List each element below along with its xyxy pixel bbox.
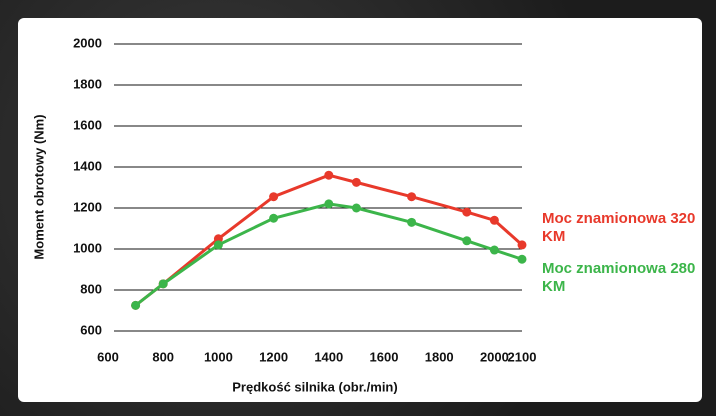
data-point bbox=[324, 199, 334, 209]
y-axis-title: Moment obrotowy (Nm) bbox=[31, 114, 46, 259]
data-point bbox=[407, 217, 417, 227]
legend-entry: Moc znamionowa 320 KM bbox=[542, 210, 696, 245]
x-tick-label: 2100 bbox=[508, 349, 537, 364]
x-tick-label: 800 bbox=[152, 349, 174, 364]
y-tick-label: 2000 bbox=[73, 35, 102, 50]
x-tick-label: 600 bbox=[97, 349, 119, 364]
data-point bbox=[324, 170, 334, 180]
x-axis-title: Prędkość silnika (obr./min) bbox=[232, 379, 397, 394]
data-point bbox=[462, 207, 472, 217]
x-tick-label: 1200 bbox=[259, 349, 288, 364]
data-point bbox=[462, 236, 472, 246]
data-point bbox=[269, 213, 279, 223]
data-point bbox=[489, 245, 499, 255]
y-tick-label: 1200 bbox=[73, 199, 102, 214]
y-tick-label: 1400 bbox=[73, 158, 102, 173]
data-point bbox=[517, 240, 527, 250]
x-tick-label: 1000 bbox=[204, 349, 233, 364]
y-tick-label: 800 bbox=[80, 281, 102, 296]
legend-entry: Moc znamionowa 280 KM bbox=[542, 260, 696, 295]
data-point bbox=[131, 300, 141, 310]
y-tick-label: 1800 bbox=[73, 76, 102, 91]
series-line bbox=[134, 173, 523, 307]
data-point bbox=[407, 192, 417, 202]
x-tick-label: 2000 bbox=[480, 349, 509, 364]
y-tick-label: 1600 bbox=[73, 117, 102, 132]
data-point bbox=[158, 279, 168, 289]
data-point bbox=[351, 203, 361, 213]
x-tick-label: 1800 bbox=[425, 349, 454, 364]
y-tick-label: 600 bbox=[80, 322, 102, 337]
data-point bbox=[213, 240, 223, 250]
data-point bbox=[269, 192, 279, 202]
x-tick-label: 1600 bbox=[370, 349, 399, 364]
series-line bbox=[134, 202, 523, 307]
data-point bbox=[213, 234, 223, 244]
data-point bbox=[517, 254, 527, 264]
x-tick-label: 1400 bbox=[314, 349, 343, 364]
data-point bbox=[351, 177, 361, 187]
data-point bbox=[489, 215, 499, 225]
y-tick-label: 1000 bbox=[73, 240, 102, 255]
